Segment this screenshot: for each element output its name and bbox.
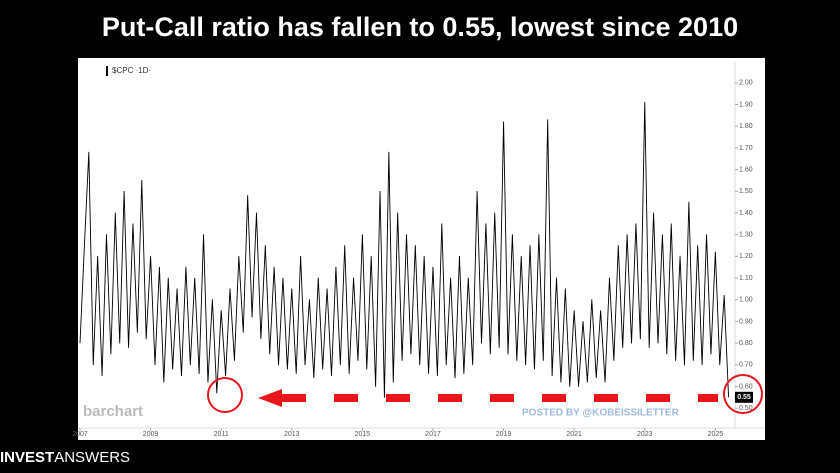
dash (594, 394, 618, 402)
dash (386, 394, 410, 402)
brand-bold: INVEST (0, 449, 54, 466)
y-tick-label: 1.00 (739, 297, 753, 304)
dash (542, 394, 566, 402)
plot: 2.00 1.90 1.80 1.70 1.60 1.50 1.40 1.30 1.20 1.10… (72, 62, 765, 438)
y-tick-label: 1.40 (739, 210, 753, 217)
x-tick-label: 2007 (72, 431, 88, 438)
y-tick-label: 1.10 (739, 275, 753, 282)
dash (334, 394, 358, 402)
dash (490, 394, 514, 402)
x-tick-label: 2023 (637, 431, 653, 438)
y-tick-label: 0.60 (739, 383, 753, 390)
posted-by: POSTED BY @KOBEISSILETTER (522, 408, 680, 419)
x-tick-label: 2015 (355, 431, 371, 438)
chart-title: Put-Call ratio has fallen to 0.55, lowes… (102, 12, 738, 42)
dash (698, 394, 718, 402)
data-line (79, 101, 730, 398)
value-tag: 0.55 (737, 394, 751, 401)
low-circle (207, 377, 243, 413)
y-tick-label: 0.70 (739, 362, 753, 369)
y-tick-label: 1.70 (739, 145, 753, 152)
x-tick-label: 2025 (708, 431, 724, 438)
legend-marker (106, 66, 108, 76)
value-tag-box (735, 391, 753, 403)
x-tick-label: 2011 (214, 431, 229, 438)
y-tick-label: 0.50 (739, 405, 753, 412)
y-tick-label: 1.60 (739, 166, 753, 173)
y-tick-label: 1.20 (739, 253, 753, 260)
y-tick-label: 0.80 (739, 340, 753, 347)
y-tick-label: 1.80 (739, 123, 753, 130)
arrow-head (258, 389, 282, 407)
y-tick-label: 0.90 (739, 318, 753, 325)
x-tick-label: 2013 (284, 431, 300, 438)
footer-brand: INVESTANSWERS (0, 449, 130, 466)
dash (438, 394, 462, 402)
chart-panel (78, 58, 765, 440)
symbol-label: $CPC ·1D· (112, 66, 151, 75)
watermark: barchart (83, 403, 143, 420)
y-tick-label: 1.50 (739, 188, 753, 195)
dash (282, 394, 306, 402)
current-circle (723, 374, 763, 414)
red-annotations (207, 374, 763, 414)
brand-light: ANSWERS (54, 449, 130, 466)
x-tick-label: 2021 (566, 431, 582, 438)
x-tick-label: 2009 (143, 431, 159, 438)
dash (646, 394, 670, 402)
x-tick-label: 2017 (425, 431, 441, 438)
dashed-arrow (258, 389, 718, 407)
y-tick-label: 2.00 (739, 80, 753, 87)
y-tick-label: 1.30 (739, 232, 753, 239)
x-tick-label: 2019 (496, 431, 512, 438)
y-tick-label: 1.90 (739, 101, 753, 108)
